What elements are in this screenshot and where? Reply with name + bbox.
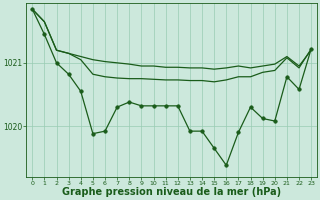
X-axis label: Graphe pression niveau de la mer (hPa): Graphe pression niveau de la mer (hPa): [62, 187, 281, 197]
